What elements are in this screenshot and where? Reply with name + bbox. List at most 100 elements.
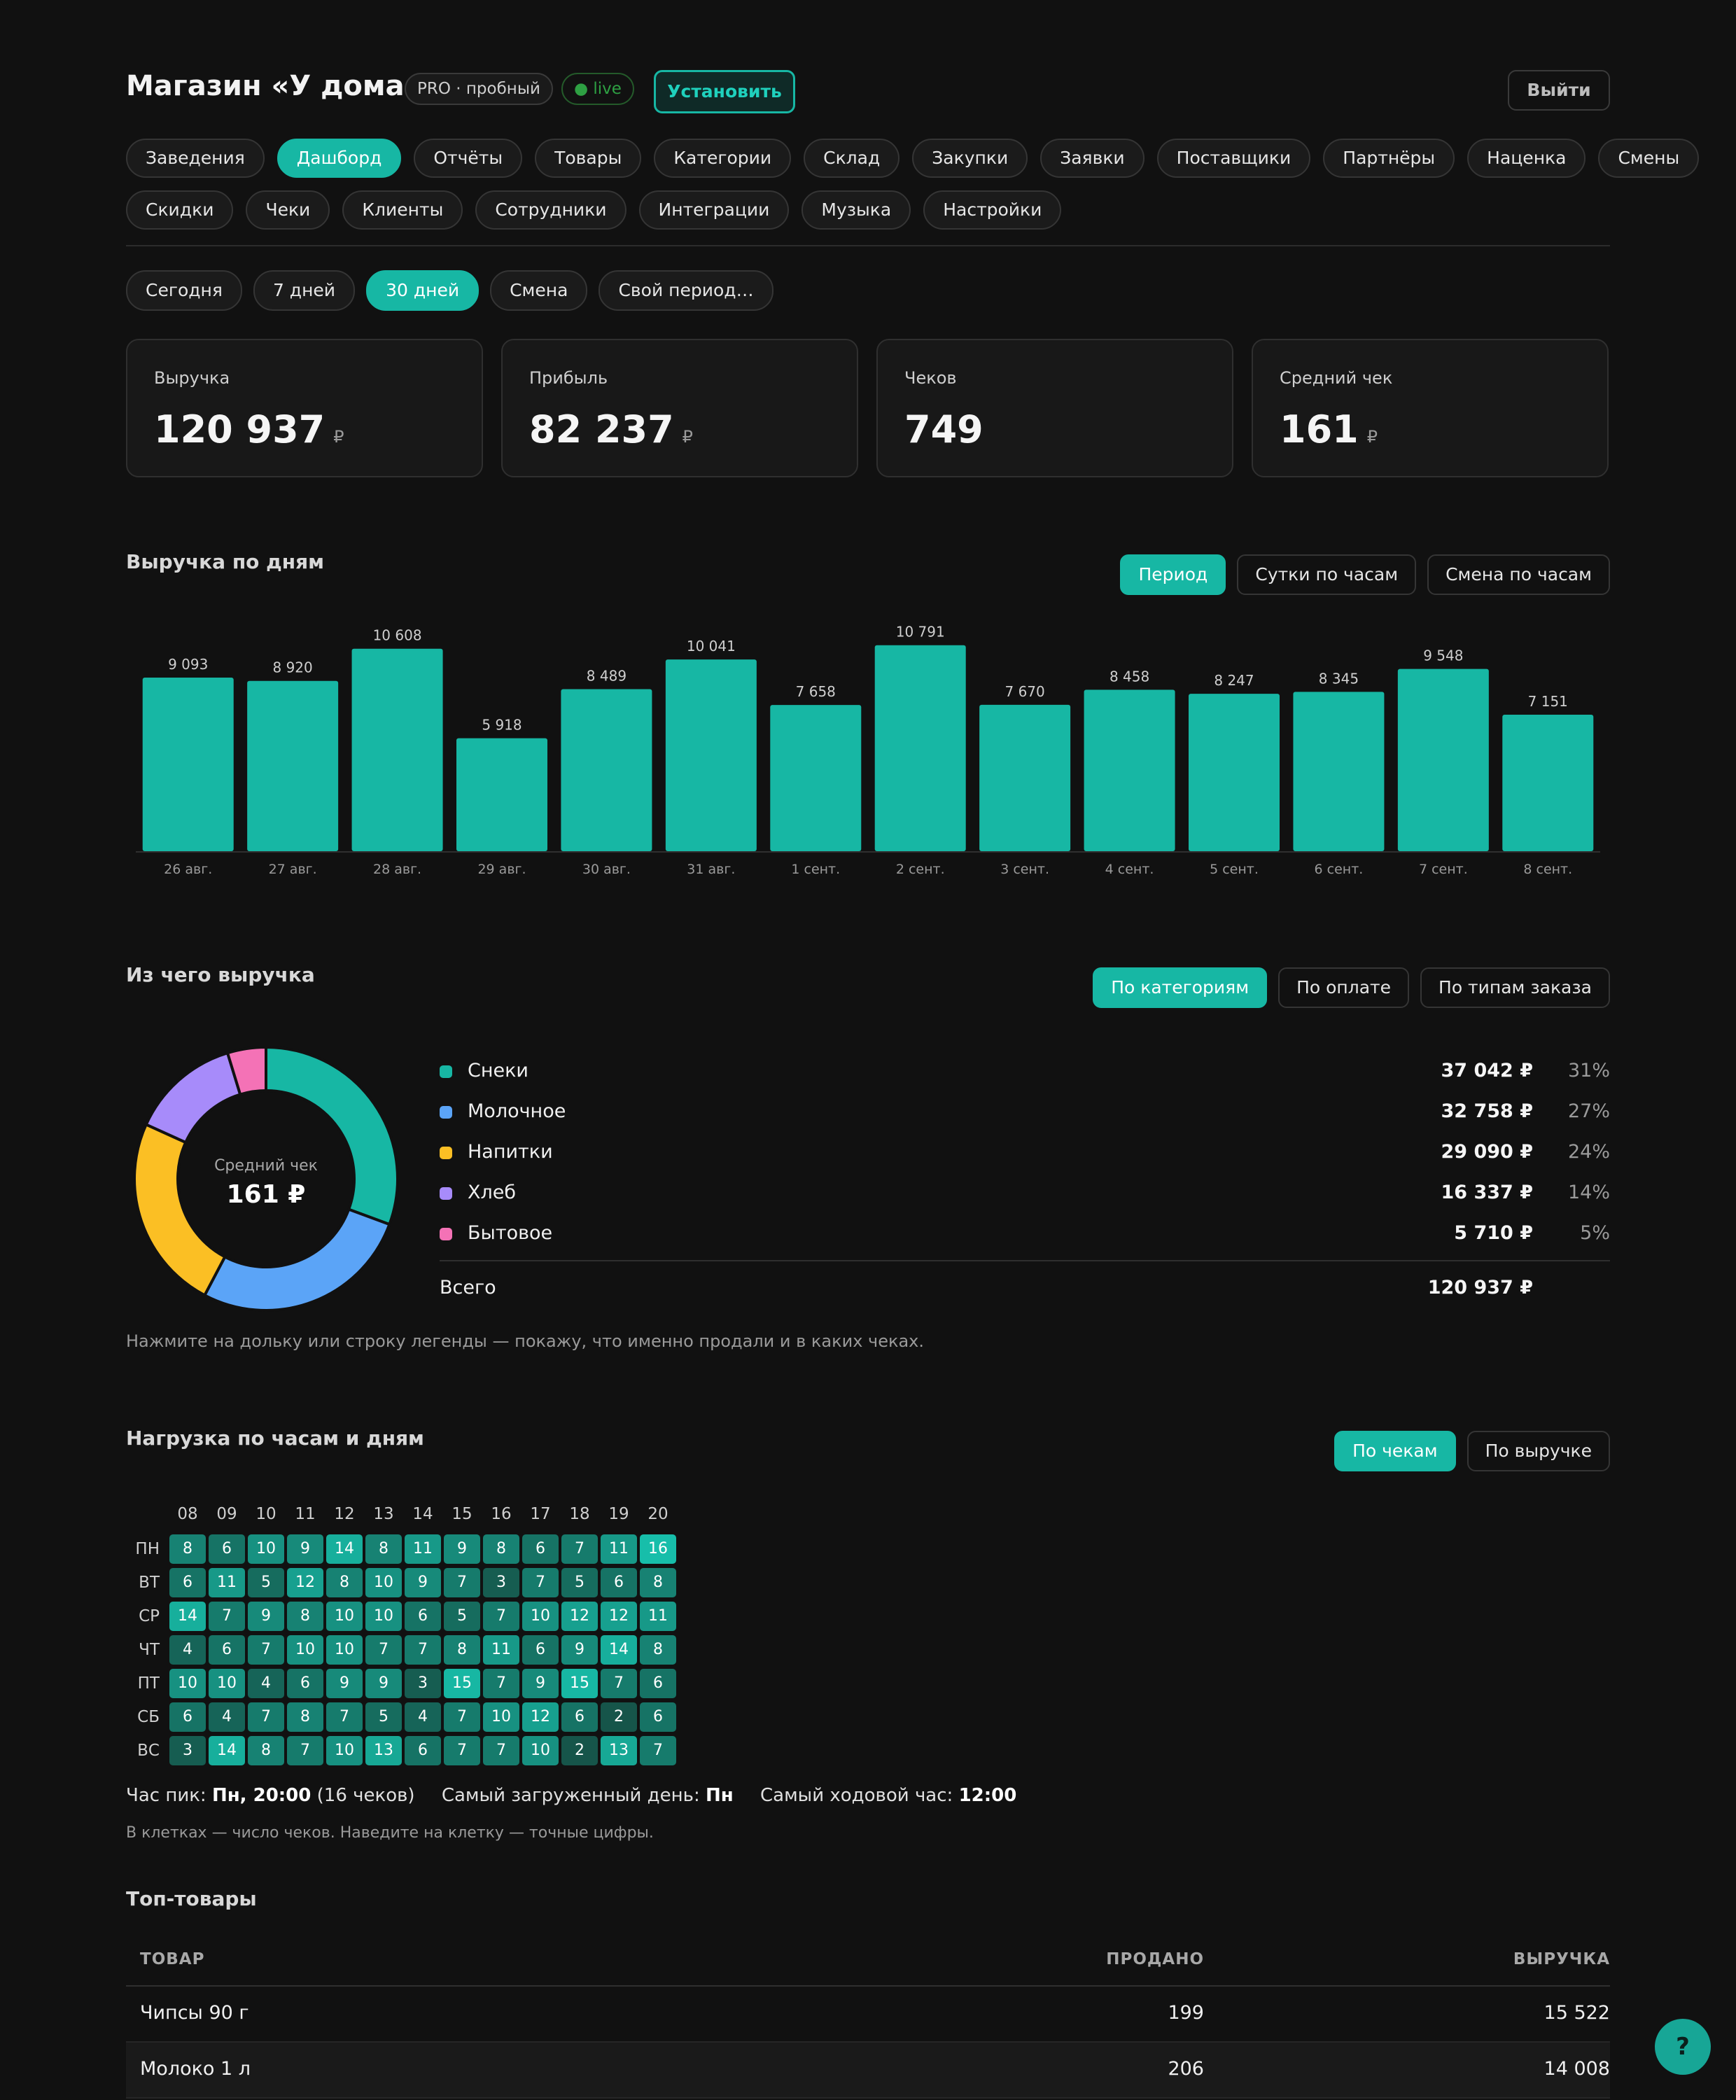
heatmap-cell[interactable]: 12	[522, 1702, 559, 1732]
heatmap-cell[interactable]: 10	[169, 1669, 206, 1698]
period-option-4[interactable]: Свой период…	[598, 270, 774, 311]
heatmap-cell[interactable]: 3	[169, 1736, 206, 1765]
heatmap-cell[interactable]: 8	[365, 1534, 402, 1564]
revenue-bar[interactable]	[665, 659, 757, 851]
breakdown-mode-button-1[interactable]: По оплате	[1278, 967, 1410, 1008]
nav-item-7[interactable]: Заявки	[1040, 139, 1144, 178]
heatmap-cell[interactable]: 7	[483, 1736, 519, 1765]
logout-button[interactable]: Выйти	[1508, 70, 1610, 111]
heatmap-cell[interactable]: 12	[287, 1568, 323, 1597]
nav-item-row2-3[interactable]: Сотрудники	[475, 190, 626, 230]
heatmap-cell[interactable]: 10	[326, 1602, 363, 1631]
heatmap-cell[interactable]: 4	[248, 1669, 284, 1698]
legend-row[interactable]: Напитки 29 090 ₽ 24%	[440, 1133, 1610, 1173]
nav-item-row2-6[interactable]: Настройки	[923, 190, 1062, 230]
category-donut-chart[interactable]: Средний чек 161 ₽	[126, 1039, 406, 1319]
heatmap-cell[interactable]: 10	[522, 1736, 559, 1765]
revenue-mode-button-2[interactable]: Смена по часам	[1427, 554, 1610, 595]
install-button[interactable]: Установить	[654, 70, 795, 113]
heatmap-cell[interactable]: 6	[405, 1736, 441, 1765]
heatmap-cell[interactable]: 7	[287, 1736, 323, 1765]
heatmap-cell[interactable]: 11	[209, 1568, 245, 1597]
heatmap-cell[interactable]: 7	[483, 1602, 519, 1631]
legend-row[interactable]: Снеки 37 042 ₽ 31%	[440, 1051, 1610, 1092]
heatmap-cell[interactable]: 5	[444, 1602, 480, 1631]
heatmap-cell[interactable]: 15	[561, 1669, 598, 1698]
legend-row[interactable]: Хлеб 16 337 ₽ 14%	[440, 1173, 1610, 1214]
heatmap-cell[interactable]: 7	[561, 1534, 598, 1564]
heatmap-cell[interactable]: 10	[248, 1534, 284, 1564]
legend-row[interactable]: Молочное 32 758 ₽ 27%	[440, 1092, 1610, 1133]
period-option-2[interactable]: 30 дней	[366, 270, 479, 311]
nav-item-row2-2[interactable]: Клиенты	[342, 190, 463, 230]
heatmap-cell[interactable]: 7	[601, 1669, 637, 1698]
breakdown-mode-button-0[interactable]: По категориям	[1093, 967, 1268, 1008]
revenue-bar[interactable]	[1502, 714, 1594, 851]
period-option-1[interactable]: 7 дней	[253, 270, 356, 311]
heatmap-cell[interactable]: 9	[405, 1568, 441, 1597]
revenue-mode-button-1[interactable]: Сутки по часам	[1237, 554, 1417, 595]
heatmap-cell[interactable]: 15	[444, 1669, 480, 1698]
table-row[interactable]: Чипсы 90 г 199 15 522	[126, 1987, 1610, 2043]
heatmap-cell[interactable]: 8	[248, 1736, 284, 1765]
heatmap-cell[interactable]: 7	[640, 1736, 676, 1765]
nav-item-6[interactable]: Закупки	[912, 139, 1028, 178]
heatmap-cell[interactable]: 8	[444, 1635, 480, 1665]
revenue-bar[interactable]	[770, 705, 862, 851]
heatmap-cell[interactable]: 6	[209, 1635, 245, 1665]
revenue-bar[interactable]	[1397, 668, 1489, 851]
revenue-bar[interactable]	[979, 704, 1071, 851]
revenue-bar[interactable]	[561, 689, 652, 851]
heatmap-cell[interactable]: 12	[601, 1602, 637, 1631]
heatmap-cell[interactable]: 10	[326, 1635, 363, 1665]
nav-item-8[interactable]: Поставщики	[1156, 139, 1311, 178]
heatmap-cell[interactable]: 7	[248, 1635, 284, 1665]
heatmap-cell[interactable]: 4	[209, 1702, 245, 1732]
nav-item-1[interactable]: Дашборд	[276, 139, 402, 178]
heatmap-cell[interactable]: 6	[640, 1702, 676, 1732]
heatmap-cell[interactable]: 3	[405, 1669, 441, 1698]
heatmap-cell[interactable]: 4	[405, 1702, 441, 1732]
heatmap-cell[interactable]: 11	[483, 1635, 519, 1665]
donut-slice[interactable]	[133, 1122, 227, 1298]
heatmap-cell[interactable]: 10	[483, 1702, 519, 1732]
heatmap-cell[interactable]: 6	[405, 1602, 441, 1631]
help-button[interactable]: ?	[1655, 2019, 1711, 2075]
heatmap-cell[interactable]: 5	[561, 1568, 598, 1597]
nav-item-row2-5[interactable]: Музыка	[802, 190, 911, 230]
heatmap-cell[interactable]: 11	[601, 1534, 637, 1564]
heatmap-cell[interactable]: 2	[561, 1736, 598, 1765]
heatmap-cell[interactable]: 10	[365, 1602, 402, 1631]
donut-slice[interactable]	[265, 1045, 399, 1226]
table-row[interactable]: Молоко 1 л 206 14 008	[126, 2043, 1610, 2099]
donut-slice[interactable]	[144, 1051, 242, 1144]
revenue-bar[interactable]	[1084, 690, 1175, 851]
heatmap-cell[interactable]: 10	[287, 1635, 323, 1665]
heatmap-cell[interactable]: 13	[365, 1736, 402, 1765]
donut-slice[interactable]	[225, 1045, 267, 1097]
heatmap-cell[interactable]: 9	[522, 1669, 559, 1698]
heatmap-cell[interactable]: 7	[444, 1568, 480, 1597]
heatmap-cell[interactable]: 7	[483, 1669, 519, 1698]
heatmap-cell[interactable]: 6	[169, 1568, 206, 1597]
nav-item-10[interactable]: Наценка	[1467, 139, 1586, 178]
heatmap-cell[interactable]: 6	[522, 1635, 559, 1665]
heatmap-cell[interactable]: 5	[365, 1702, 402, 1732]
revenue-bar[interactable]	[1188, 694, 1280, 851]
heatmap-cell[interactable]: 12	[561, 1602, 598, 1631]
legend-row[interactable]: Бытовое 5 710 ₽ 5%	[440, 1214, 1610, 1254]
heatmap-cell[interactable]: 6	[169, 1702, 206, 1732]
heatmap-cell[interactable]: 10	[522, 1602, 559, 1631]
nav-item-11[interactable]: Смены	[1598, 139, 1700, 178]
nav-item-3[interactable]: Товары	[535, 139, 642, 178]
heatmap-cell[interactable]: 11	[640, 1602, 676, 1631]
heatmap-cell[interactable]: 8	[640, 1568, 676, 1597]
heatmap-cell[interactable]: 7	[405, 1635, 441, 1665]
revenue-bar[interactable]	[874, 645, 966, 851]
heatmap-cell[interactable]: 3	[483, 1568, 519, 1597]
breakdown-mode-button-2[interactable]: По типам заказа	[1420, 967, 1610, 1008]
heatmap-cell[interactable]: 16	[640, 1534, 676, 1564]
heatmap-mode-button-1[interactable]: По выручке	[1466, 1431, 1610, 1471]
heatmap-cell[interactable]: 7	[365, 1635, 402, 1665]
heatmap-cell[interactable]: 6	[640, 1669, 676, 1698]
